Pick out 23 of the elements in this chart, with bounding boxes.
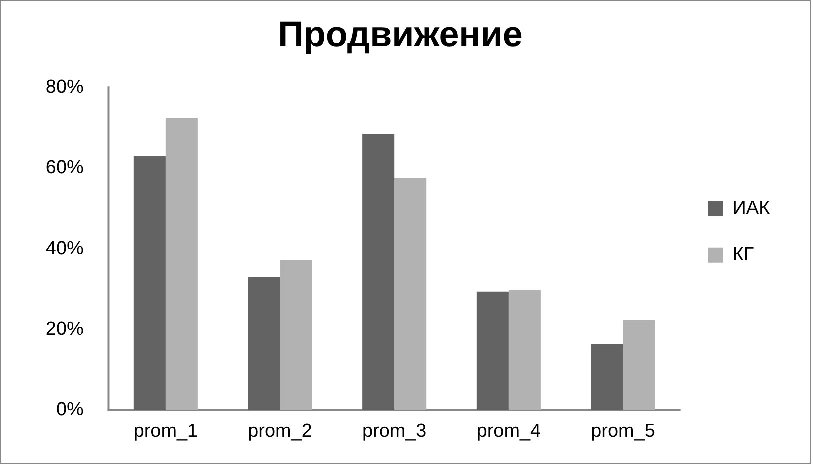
bar xyxy=(134,156,166,410)
bar xyxy=(508,290,541,410)
bar xyxy=(248,277,280,410)
bar xyxy=(591,344,624,410)
x-tick-label: prom_1 xyxy=(134,420,198,442)
legend-label: ИАК xyxy=(732,198,770,219)
legend-label: КГ xyxy=(732,244,754,266)
y-tick-label: 20% xyxy=(46,319,84,340)
bar xyxy=(166,118,198,410)
y-tick-label: 80% xyxy=(46,77,84,98)
chart-title: Продвижение xyxy=(278,14,523,54)
bar xyxy=(394,178,427,410)
y-tick-label: 60% xyxy=(46,158,84,179)
x-tick-label: prom_5 xyxy=(591,420,656,442)
bar xyxy=(362,134,395,410)
y-tick-label: 40% xyxy=(46,238,84,260)
bar xyxy=(623,320,656,410)
bar xyxy=(280,260,312,410)
x-tick-label: prom_2 xyxy=(248,420,312,442)
bar xyxy=(476,292,509,410)
x-tick-label: prom_4 xyxy=(476,420,542,442)
y-tick-label: 0% xyxy=(56,400,84,421)
x-tick-label: prom_3 xyxy=(362,420,427,442)
